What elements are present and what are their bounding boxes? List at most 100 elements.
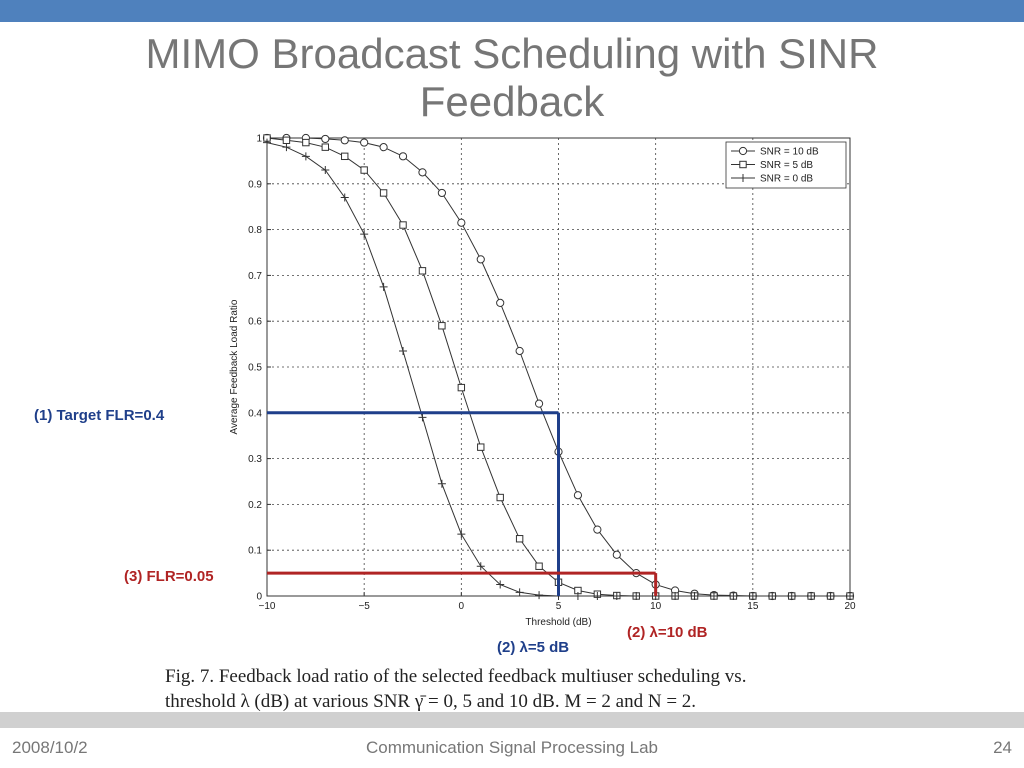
series-square-marker (379, 189, 388, 197)
series-circle-marker (457, 218, 466, 227)
y-tick-label: 0.6 (248, 317, 262, 328)
series-circle-marker (573, 491, 583, 500)
series-square-marker (515, 535, 524, 543)
x-axis-label: Threshold (dB) (525, 617, 591, 628)
series-plus-marker (709, 592, 718, 600)
y-tick-label: 0 (256, 592, 262, 603)
series-square-marker (360, 166, 368, 174)
series-plus-marker (496, 580, 505, 589)
footer-date: 2008/10/2 (12, 738, 88, 757)
figure-caption: Fig. 7. Feedback load ratio of the selec… (165, 664, 887, 714)
x-tick-label: 10 (650, 601, 662, 612)
series-plus-marker (846, 592, 854, 600)
bottom-accent-bar (0, 712, 1024, 728)
series-plus-marker (437, 479, 446, 488)
y-tick-label: 0.9 (248, 179, 262, 190)
y-tick-label: 0.8 (248, 225, 262, 236)
series-plus-marker (515, 588, 524, 597)
series-square-marker (321, 143, 329, 151)
legend-square-marker (739, 160, 747, 169)
series-plus-marker (826, 592, 835, 600)
legend-plus-marker (739, 174, 747, 182)
axis-ticks: −10 −5 0 5 10 15 20 0 0.1 0.2 0.3 0.4 0.5 0.6 0.7 0.8 0.… (248, 134, 856, 613)
series-plus-marker (476, 562, 485, 571)
footer-lab-name: Communication Signal Processing Lab (366, 738, 658, 757)
x-tick-label: −5 (358, 601, 370, 612)
y-tick-label: 0.5 (248, 363, 262, 374)
series-plus-marker (360, 230, 369, 239)
series-plus-marker (418, 413, 427, 422)
legend: SNR = 10 dB SNR = 5 dB SNR = 0 dB (725, 141, 847, 189)
series-plus-marker (263, 138, 271, 147)
series-square-marker (438, 322, 446, 330)
x-tick-label: −10 (259, 601, 276, 612)
chart-container: −10 −5 0 5 10 15 20 0 0.1 0.2 0.3 0.4 0.5 0.6 0.7 0.8 0.… (225, 128, 865, 638)
series-plus-marker (457, 530, 466, 539)
y-tick-label: 0.4 (248, 408, 262, 419)
slide-title: MIMO Broadcast Scheduling with SINR Feed… (0, 30, 1024, 126)
series-circle-marker (534, 399, 544, 408)
series-square-marker (477, 443, 485, 451)
series-square-marker (457, 383, 466, 392)
series-plus-marker (301, 152, 310, 161)
series-plus-marker (690, 592, 699, 600)
highlight-lines (267, 411, 658, 596)
x-tick-label: 0 (459, 601, 465, 612)
series-plus-marker (379, 282, 388, 291)
series-square-marker (535, 562, 543, 570)
series-plus-marker (807, 592, 816, 600)
series-plus-marker (593, 592, 602, 600)
series-plus-marker (612, 592, 621, 600)
series-circle-marker (515, 346, 524, 356)
annotation-flr-005: (3) FLR=0.05 (124, 568, 214, 585)
series-plus-marker (399, 346, 408, 355)
legend-label: SNR = 5 dB (760, 160, 813, 171)
footer-page-number: 24 (993, 738, 1012, 757)
series-square-marker (341, 152, 349, 161)
series-plus-marker (632, 592, 641, 600)
series-circle-marker (496, 298, 505, 307)
series-group (262, 133, 855, 601)
series-square-marker (302, 138, 310, 147)
y-tick-label: 0.7 (248, 271, 262, 282)
series-circle-marker (612, 550, 621, 559)
series-plus-marker (282, 143, 291, 152)
y-axis-label: Average Feedback Load Ratio (229, 299, 240, 434)
series-plus-marker (535, 591, 544, 600)
y-tick-label: 0.2 (248, 500, 262, 511)
feedback-load-chart: −10 −5 0 5 10 15 20 0 0.1 0.2 0.3 0.4 0.5 0.6 0.7 0.8 0.… (229, 133, 856, 629)
series-square-marker (282, 136, 291, 144)
series-circle-marker (379, 143, 388, 152)
series-plus-marker (748, 592, 757, 600)
y-tick-label: 0.3 (248, 454, 262, 465)
series-circle-marker (476, 255, 485, 264)
legend-label: SNR = 0 dB (760, 174, 813, 185)
legend-circle-marker (738, 146, 748, 156)
caption-line2: threshold λ (dB) at various SNR γ̄ = 0, … (165, 691, 697, 712)
series-plus-marker (787, 592, 796, 600)
series-circle-marker (360, 138, 369, 147)
series-square-marker (418, 267, 427, 275)
slide-title-line2: Feedback (419, 78, 605, 125)
series-plus-marker (671, 592, 680, 600)
series-circle-marker (593, 525, 602, 534)
series-circle-marker (398, 152, 408, 161)
series-plus-marker (573, 592, 582, 600)
series-circle-marker (321, 134, 330, 144)
top-accent-bar (0, 0, 1024, 22)
series-plus-marker (768, 592, 777, 600)
series-plus-marker (340, 193, 349, 202)
caption-line1: Fig. 7. Feedback load ratio of the selec… (165, 666, 747, 687)
slide-title-line1: MIMO Broadcast Scheduling with SINR (145, 30, 879, 77)
legend-label: SNR = 10 dB (760, 147, 819, 158)
annotation-target-flr: (1) Target FLR=0.4 (34, 407, 165, 424)
y-tick-label: 0.1 (248, 546, 262, 557)
series-square-marker (496, 493, 504, 502)
series-circle-marker (437, 188, 446, 198)
series-circle-marker (340, 136, 349, 145)
annotation-lambda-10: (2) λ=10 dB (627, 624, 708, 641)
x-tick-label: 20 (844, 601, 856, 612)
y-tick-label: 1 (256, 134, 262, 145)
series-square-marker (399, 221, 407, 229)
series-plus-marker (729, 592, 738, 600)
